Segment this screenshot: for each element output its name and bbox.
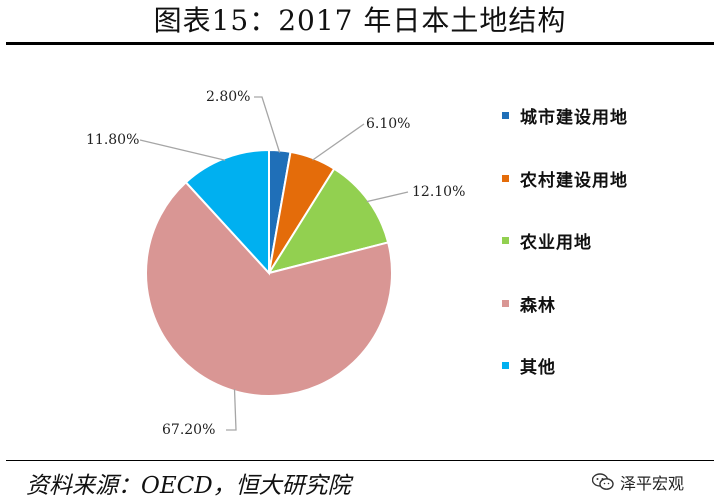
leader-line-2 [312, 123, 365, 161]
data-label-1: 2.80% [206, 89, 250, 105]
legend-label: 城市建设用地 [520, 108, 628, 128]
watermark: 泽平宏观 [592, 470, 684, 494]
legend-label: 农村建设用地 [520, 170, 628, 191]
data-label-2: 6.10% [366, 116, 410, 132]
chart-legend: 城市建设用地 农村建设用地 农业用地森林其他 [502, 100, 702, 413]
title-rule [6, 42, 714, 45]
legend-swatch [502, 112, 509, 119]
pie-slice-5 [184, 148, 270, 276]
legend-item-5: 其他 [502, 350, 702, 381]
data-label-5: 11.80% [86, 132, 139, 148]
legend-label: 其他 [520, 358, 556, 378]
data-label-3: 12.10% [412, 184, 465, 200]
source-note: 资料来源：OECD，恒大研究院 [26, 473, 351, 499]
wechat-icon [592, 473, 614, 490]
pie-slice-3 [266, 167, 390, 275]
legend-label: 森林 [520, 295, 556, 316]
legend-swatch [502, 174, 509, 182]
legend-label: 农业用地 [520, 233, 592, 253]
data-labels: 2.80% 6.10% 12.10% 67.20% 11.80% [86, 89, 465, 438]
legend-item-3: 农业用地 [502, 225, 702, 256]
legend-item-1: 城市建设用地 [502, 100, 702, 131]
pie-slices [145, 148, 393, 397]
legend-swatch [502, 237, 509, 244]
legend-item-4: 森林 [502, 288, 702, 319]
legend-swatch [502, 299, 509, 307]
legend-item-2: 农村建设用地 [502, 163, 702, 194]
leader-line-1 [254, 96, 281, 153]
leader-line-4 [226, 388, 237, 431]
source-rule [6, 460, 714, 461]
leader-line-3 [366, 191, 409, 203]
data-label-4: 67.20% [162, 422, 215, 438]
watermark-text: 泽平宏观 [620, 474, 685, 493]
legend-swatch [502, 362, 509, 369]
leader-lines [139, 96, 409, 431]
chart-title: 图表15：2017 年日本土地结构 [153, 4, 567, 37]
leader-line-5 [139, 139, 226, 161]
